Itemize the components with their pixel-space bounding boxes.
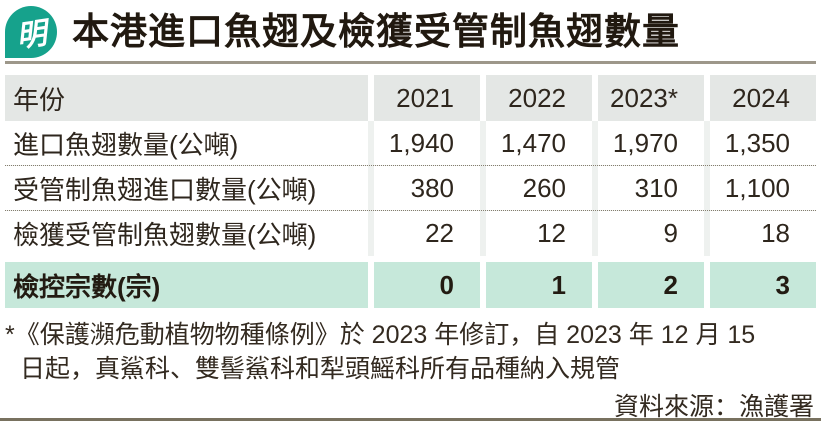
- page-title: 本港進口魚翅及檢獲受管制魚翅數量: [72, 10, 680, 52]
- cell-value: 12: [486, 211, 592, 256]
- cell-value: 1,100: [710, 166, 816, 210]
- column-header-year: 年份: [5, 75, 368, 121]
- cell-value: 380: [374, 166, 480, 210]
- column-header-2022: 2022: [486, 75, 592, 121]
- mingpao-logo: 明: [5, 6, 57, 58]
- bottom-divider: [0, 418, 821, 421]
- footnote-line-1: *《保護瀕危動植物物種條例》於 2023 年修訂，自 2023 年 12 月 1…: [5, 321, 756, 349]
- footnote: *《保護瀕危動植物物種條例》於 2023 年修訂，自 2023 年 12 月 1…: [5, 318, 816, 386]
- cell-value: 1: [486, 262, 592, 308]
- cell-value: 9: [598, 211, 704, 256]
- logo-character: 明: [14, 16, 49, 55]
- source-credit: 資料來源：漁護署: [613, 393, 814, 421]
- column-header-2023: 2023*: [598, 75, 704, 121]
- row-label: 進口魚翅數量(公噸): [5, 121, 368, 165]
- table-row-imports: 進口魚翅數量(公噸) 1,940 1,470 1,970 1,350: [5, 121, 816, 166]
- cell-value: 260: [486, 166, 592, 210]
- cell-value: 18: [710, 211, 816, 256]
- column-header-2024: 2024: [710, 75, 816, 121]
- table-row-seized: 檢獲受管制魚翅數量(公噸) 22 12 9 18: [5, 211, 816, 256]
- cell-value: 1,470: [486, 121, 592, 165]
- table-row-prosecutions: 檢控宗數(宗) 0 1 2 3: [5, 262, 816, 308]
- row-label: 檢獲受管制魚翅數量(公噸): [5, 211, 368, 256]
- cell-value: 1,940: [374, 121, 480, 165]
- row-gap: [5, 256, 816, 262]
- cell-value: 310: [598, 166, 704, 210]
- column-header-2021: 2021: [374, 75, 480, 121]
- cell-value: 3: [710, 262, 816, 308]
- data-table: 年份 2021 2022 2023* 2024 進口魚翅數量(公噸) 1,940…: [5, 75, 816, 308]
- cell-value: 1,970: [598, 121, 704, 165]
- title-divider: [5, 61, 816, 64]
- cell-value: 1,350: [710, 121, 816, 165]
- cell-value: 0: [374, 262, 480, 308]
- footnote-line-2: 日起，真鯊科、雙髻鯊科和犁頭鰩科所有品種納入規管: [20, 355, 621, 383]
- cell-value: 22: [374, 211, 480, 256]
- row-label: 檢控宗數(宗): [5, 262, 368, 308]
- row-label: 受管制魚翅進口數量(公噸): [5, 166, 368, 210]
- masthead: 明 本港進口魚翅及檢獲受管制魚翅數量: [5, 0, 816, 61]
- cell-value: 2: [598, 262, 704, 308]
- table-header-row: 年份 2021 2022 2023* 2024: [5, 75, 816, 121]
- table-row-regulated-imports: 受管制魚翅進口數量(公噸) 380 260 310 1,100: [5, 166, 816, 211]
